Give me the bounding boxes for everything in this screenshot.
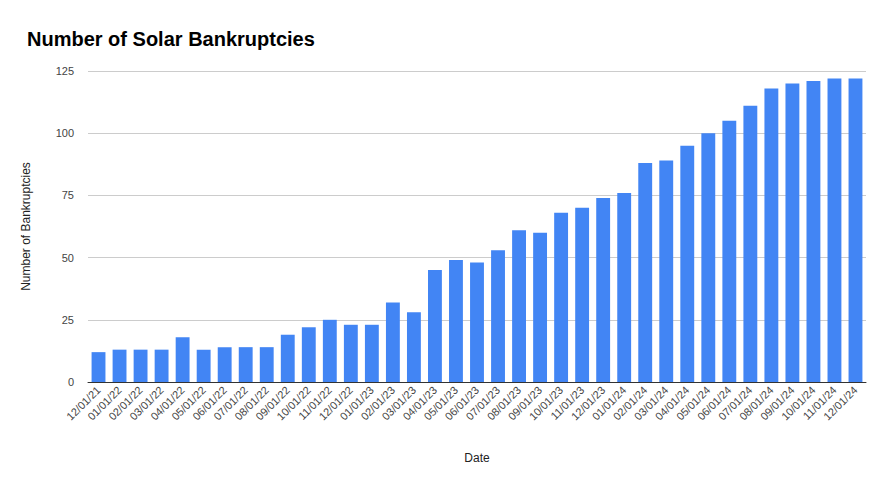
svg-text:07/01/22: 07/01/22 — [211, 383, 250, 423]
svg-text:07/01/24: 07/01/24 — [715, 383, 755, 423]
svg-text:03/01/23: 03/01/23 — [379, 383, 419, 423]
svg-text:Number of Bankruptcies: Number of Bankruptcies — [19, 162, 33, 291]
svg-text:07/01/23: 07/01/23 — [463, 383, 503, 423]
svg-text:50: 50 — [62, 252, 74, 264]
svg-text:12/01/23: 12/01/23 — [568, 383, 608, 423]
svg-text:10/01/22: 10/01/22 — [274, 383, 313, 423]
svg-text:0: 0 — [68, 376, 74, 388]
svg-text:08/01/24: 08/01/24 — [736, 383, 776, 423]
svg-text:06/01/23: 06/01/23 — [442, 383, 482, 423]
svg-text:12/01/22: 12/01/22 — [316, 383, 356, 423]
svg-text:04/01/23: 04/01/23 — [400, 383, 440, 423]
svg-text:03/01/22: 03/01/22 — [127, 383, 166, 423]
svg-text:01/01/23: 01/01/23 — [337, 383, 377, 423]
svg-text:05/01/22: 05/01/22 — [169, 383, 208, 423]
svg-text:25: 25 — [62, 314, 74, 326]
svg-text:04/01/22: 04/01/22 — [148, 383, 187, 423]
svg-text:10/01/23: 10/01/23 — [526, 383, 566, 423]
svg-text:06/01/24: 06/01/24 — [694, 383, 734, 423]
svg-text:11/01/24: 11/01/24 — [800, 383, 839, 422]
svg-text:11/01/22: 11/01/22 — [295, 383, 335, 422]
svg-text:01/01/24: 01/01/24 — [589, 383, 629, 423]
svg-text:01/01/22: 01/01/22 — [85, 383, 124, 423]
svg-text:09/01/23: 09/01/23 — [505, 383, 545, 423]
svg-text:05/01/23: 05/01/23 — [421, 383, 461, 423]
svg-text:04/01/24: 04/01/24 — [652, 383, 692, 423]
svg-text:09/01/24: 09/01/24 — [757, 383, 797, 423]
svg-text:03/01/24: 03/01/24 — [631, 383, 671, 423]
svg-text:Number of Solar Bankruptcies: Number of Solar Bankruptcies — [27, 28, 315, 50]
svg-text:08/01/23: 08/01/23 — [484, 383, 524, 423]
svg-text:06/01/22: 06/01/22 — [190, 383, 229, 423]
svg-text:Date: Date — [464, 451, 490, 465]
svg-text:02/01/23: 02/01/23 — [358, 383, 398, 423]
svg-text:02/01/22: 02/01/22 — [106, 383, 145, 423]
svg-text:05/01/24: 05/01/24 — [673, 383, 713, 423]
svg-text:08/01/22: 08/01/22 — [232, 383, 271, 423]
svg-text:12/01/24: 12/01/24 — [821, 384, 860, 423]
svg-text:75: 75 — [62, 189, 74, 201]
svg-text:09/01/22: 09/01/22 — [253, 383, 292, 423]
svg-text:10/01/24: 10/01/24 — [778, 383, 818, 423]
svg-text:125: 125 — [56, 65, 74, 77]
svg-text:12/01/21: 12/01/21 — [64, 383, 103, 423]
svg-text:11/01/23: 11/01/23 — [548, 383, 587, 422]
svg-text:02/01/24: 02/01/24 — [610, 383, 650, 423]
svg-text:100: 100 — [56, 127, 74, 139]
